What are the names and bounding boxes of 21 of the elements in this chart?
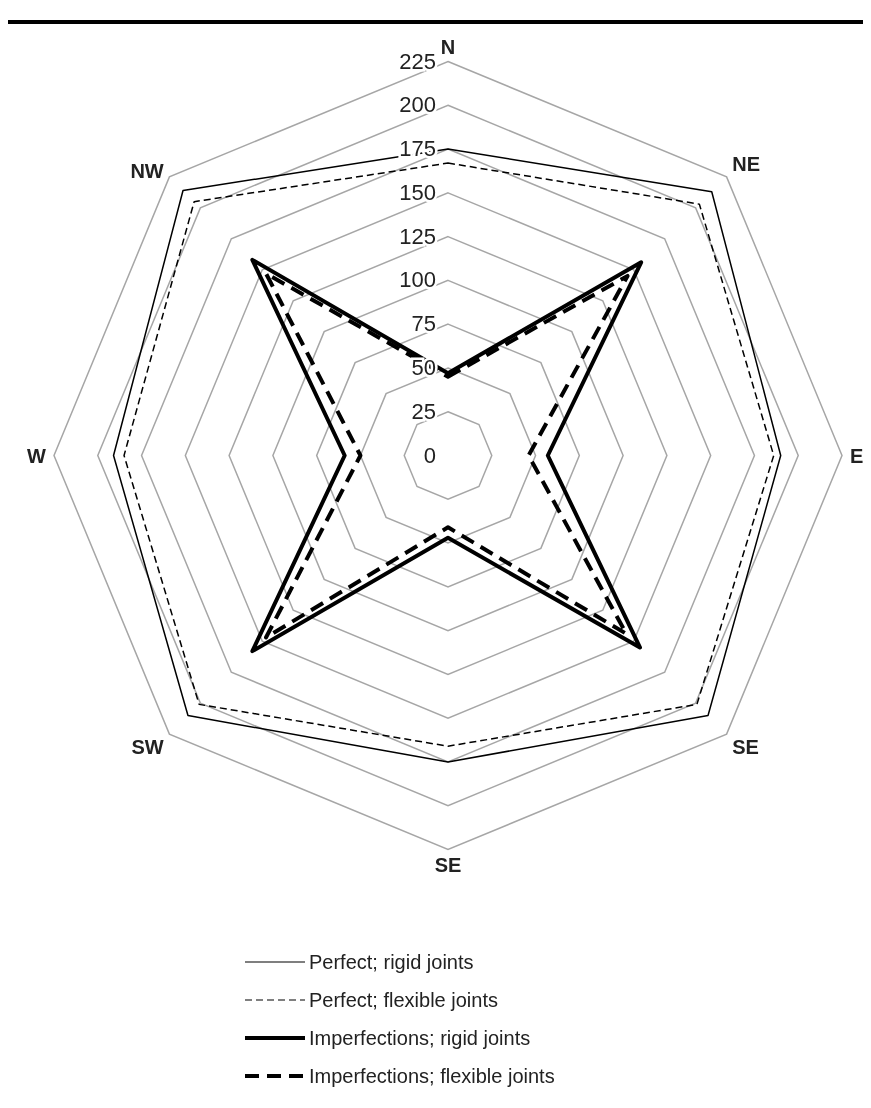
spoke-label: E [850, 444, 864, 467]
spoke-label: N [440, 35, 456, 58]
spoke-label: SE [434, 853, 462, 876]
spoke-label: W [27, 444, 47, 467]
legend-label: Perfect; flexible joints [309, 988, 498, 1012]
y-tick-label: 25 [411, 398, 436, 424]
spoke-label: NE [732, 153, 761, 176]
spoke-label: NW [130, 160, 164, 183]
legend-label: Imperfections; flexible joints [309, 1064, 555, 1088]
spoke-label: SE [732, 735, 759, 758]
y-tick-label: 150 [399, 179, 436, 205]
y-tick-label: 0 [423, 442, 436, 468]
y-tick-label: 225 [399, 48, 436, 74]
spoke-label: SW [131, 735, 164, 758]
y-tick-label: 125 [399, 223, 436, 249]
y-tick-label: 75 [411, 311, 436, 337]
legend-label: Imperfections; rigid joints [309, 1026, 531, 1050]
legend-label: Perfect; rigid joints [309, 950, 474, 974]
y-tick-label: 200 [399, 92, 436, 118]
y-tick-label: 50 [411, 354, 436, 380]
y-tick-label: 100 [399, 267, 436, 293]
